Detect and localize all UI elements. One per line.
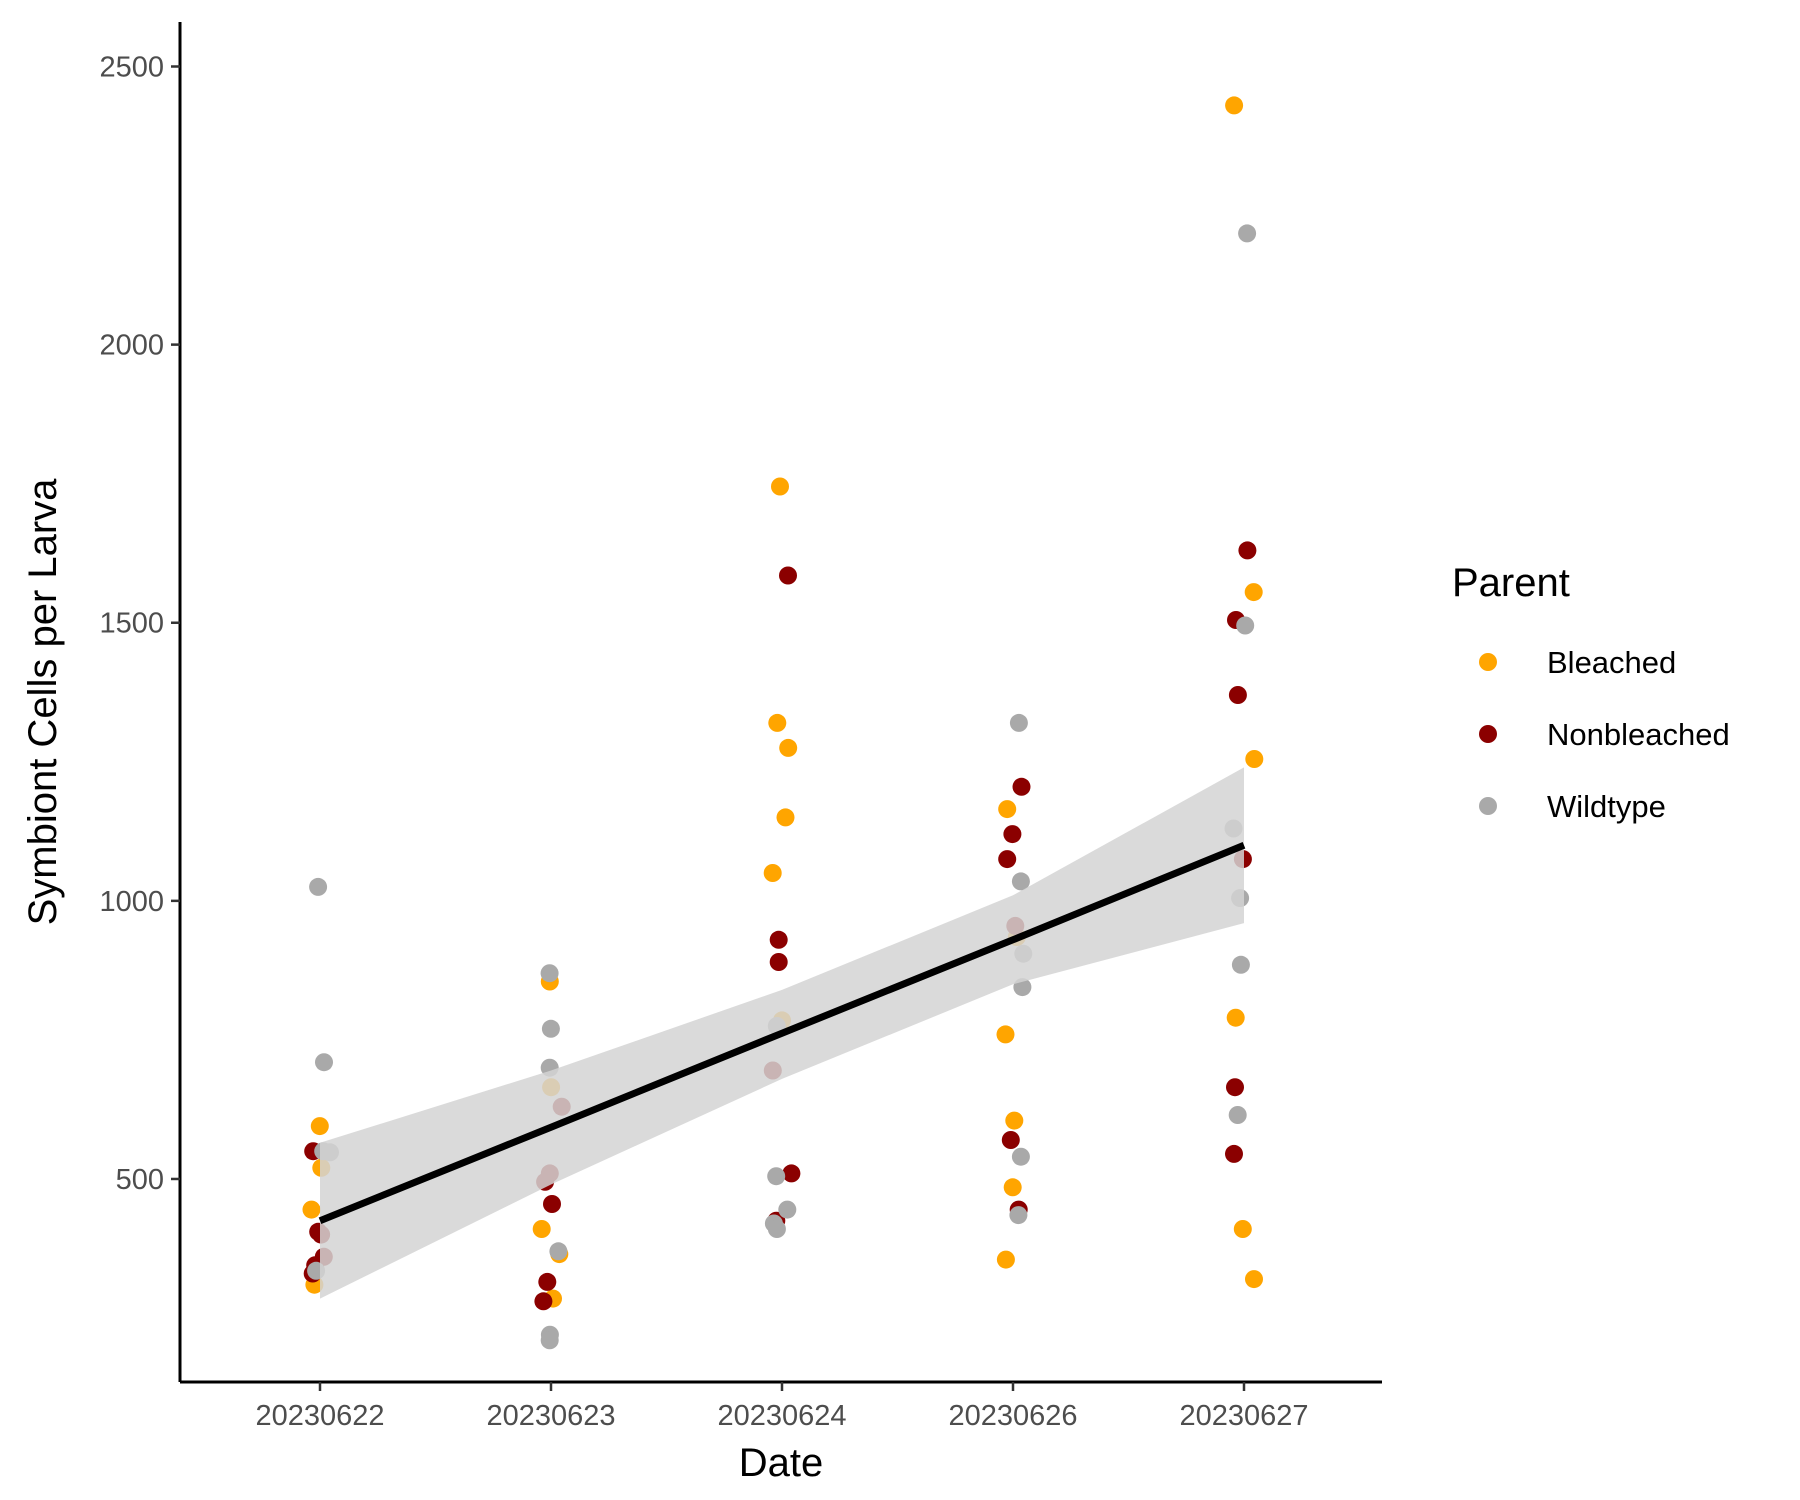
point-nonbleached-20230624-16 [782, 1164, 801, 1183]
y-tick-label-1500: 1500 [99, 608, 164, 640]
point-nonbleached-20230627-26 [1228, 686, 1247, 704]
point-bleached-20230627-24 [1226, 1008, 1245, 1027]
x-tick-label-20230624: 20230624 [717, 1400, 846, 1432]
point-bleached-20230627-21 [1225, 96, 1244, 115]
point-nonbleached-20230624-14 [769, 953, 788, 971]
point-wildtype-20230626-20 [1011, 1147, 1030, 1166]
point-bleached-20230624-9 [771, 477, 789, 496]
point-nonbleached-20230626-22 [1001, 1131, 1020, 1149]
axes: 500 1000 1500 2000 2500 20230622 20230623 20230… [99, 22, 1382, 1432]
x-tick-label-20230622: 20230622 [255, 1400, 384, 1432]
point-nonbleached-20230623-9 [543, 1195, 561, 1213]
x-tick-label-20230627: 20230627 [1179, 1400, 1308, 1432]
point-bleached-20230626-17 [996, 1025, 1015, 1044]
legend-label-bleached: Bleached [1547, 645, 1676, 680]
point-bleached-20230627-22 [1244, 583, 1263, 602]
point-bleached-20230624-13 [763, 864, 782, 882]
point-bleached-20230627-23 [1245, 750, 1264, 768]
legend-label-nonbleached: Nonbleached [1547, 717, 1730, 752]
y-tick-label-1000: 1000 [99, 886, 164, 918]
point-nonbleached-20230627-24 [1238, 541, 1257, 560]
point-bleached-20230626-19 [1003, 1178, 1022, 1197]
point-nonbleached-20230626-18 [1012, 777, 1031, 796]
trend-line [318, 841, 1246, 1224]
y-tick-label-2500: 2500 [99, 51, 164, 83]
legend-title: Parent [1452, 561, 1570, 605]
point-nonbleached-20230624-12 [779, 566, 797, 585]
legend-key-nonbleached [1479, 725, 1497, 743]
point-wildtype-20230627-22 [1238, 224, 1257, 243]
point-wildtype-20230624-12 [767, 1167, 786, 1186]
point-bleached-20230623-6 [532, 1220, 551, 1238]
point-wildtype-20230624-15 [767, 1220, 786, 1238]
point-nonbleached-20230627-28 [1226, 1078, 1244, 1097]
point-bleached-20230624-10 [768, 713, 787, 732]
point-wildtype-20230626-17 [1011, 872, 1030, 891]
point-bleached-20230622-0 [310, 1117, 329, 1136]
point-wildtype-20230623-5 [540, 964, 559, 983]
point-wildtype-20230623-8 [549, 1242, 568, 1261]
point-wildtype-20230623-6 [541, 1019, 560, 1038]
legend-label-wildtype: Wildtype [1547, 789, 1666, 824]
point-wildtype-20230627-27 [1228, 1106, 1247, 1124]
point-nonbleached-20230626-19 [1003, 825, 1022, 844]
point-bleached-20230624-11 [779, 738, 798, 757]
y-axis-title: Symbiont Cells per Larva [21, 478, 65, 926]
point-bleached-20230626-18 [1005, 1111, 1024, 1130]
plot-area [302, 96, 1264, 1350]
point-nonbleached-20230623-10 [538, 1272, 557, 1291]
point-wildtype-20230626-16 [1009, 713, 1028, 732]
point-nonbleached-20230623-11 [534, 1292, 553, 1311]
x-tick-label-20230623: 20230623 [486, 1400, 615, 1432]
point-wildtype-20230627-23 [1236, 616, 1255, 635]
point-wildtype-20230622-1 [315, 1053, 333, 1072]
point-bleached-20230626-15 [998, 800, 1017, 819]
y-tick-label-500: 500 [116, 1164, 164, 1196]
point-bleached-20230626-20 [996, 1250, 1015, 1269]
point-nonbleached-20230627-29 [1225, 1144, 1243, 1163]
point-bleached-20230627-25 [1233, 1220, 1252, 1238]
point-bleached-20230624-12 [776, 808, 795, 827]
x-tick-label-20230626: 20230626 [948, 1400, 1077, 1432]
point-wildtype-20230622-0 [309, 877, 328, 896]
point-bleached-20230627-26 [1245, 1270, 1263, 1289]
point-wildtype-20230623-10 [540, 1331, 559, 1350]
point-nonbleached-20230624-13 [769, 930, 788, 949]
point-wildtype-20230626-21 [1009, 1206, 1028, 1225]
point-wildtype-20230624-13 [778, 1200, 797, 1219]
point-wildtype-20230627-26 [1231, 955, 1250, 974]
point-nonbleached-20230626-20 [998, 850, 1017, 869]
point-bleached-20230622-2 [302, 1200, 321, 1219]
y-tick-label-2000: 2000 [99, 330, 164, 362]
legend-key-wildtype [1479, 797, 1497, 815]
x-axis-title: Date [739, 1441, 824, 1485]
legend-key-bleached [1479, 653, 1497, 671]
legend: Parent Bleached Nonbleached Wildtype [1452, 561, 1730, 824]
